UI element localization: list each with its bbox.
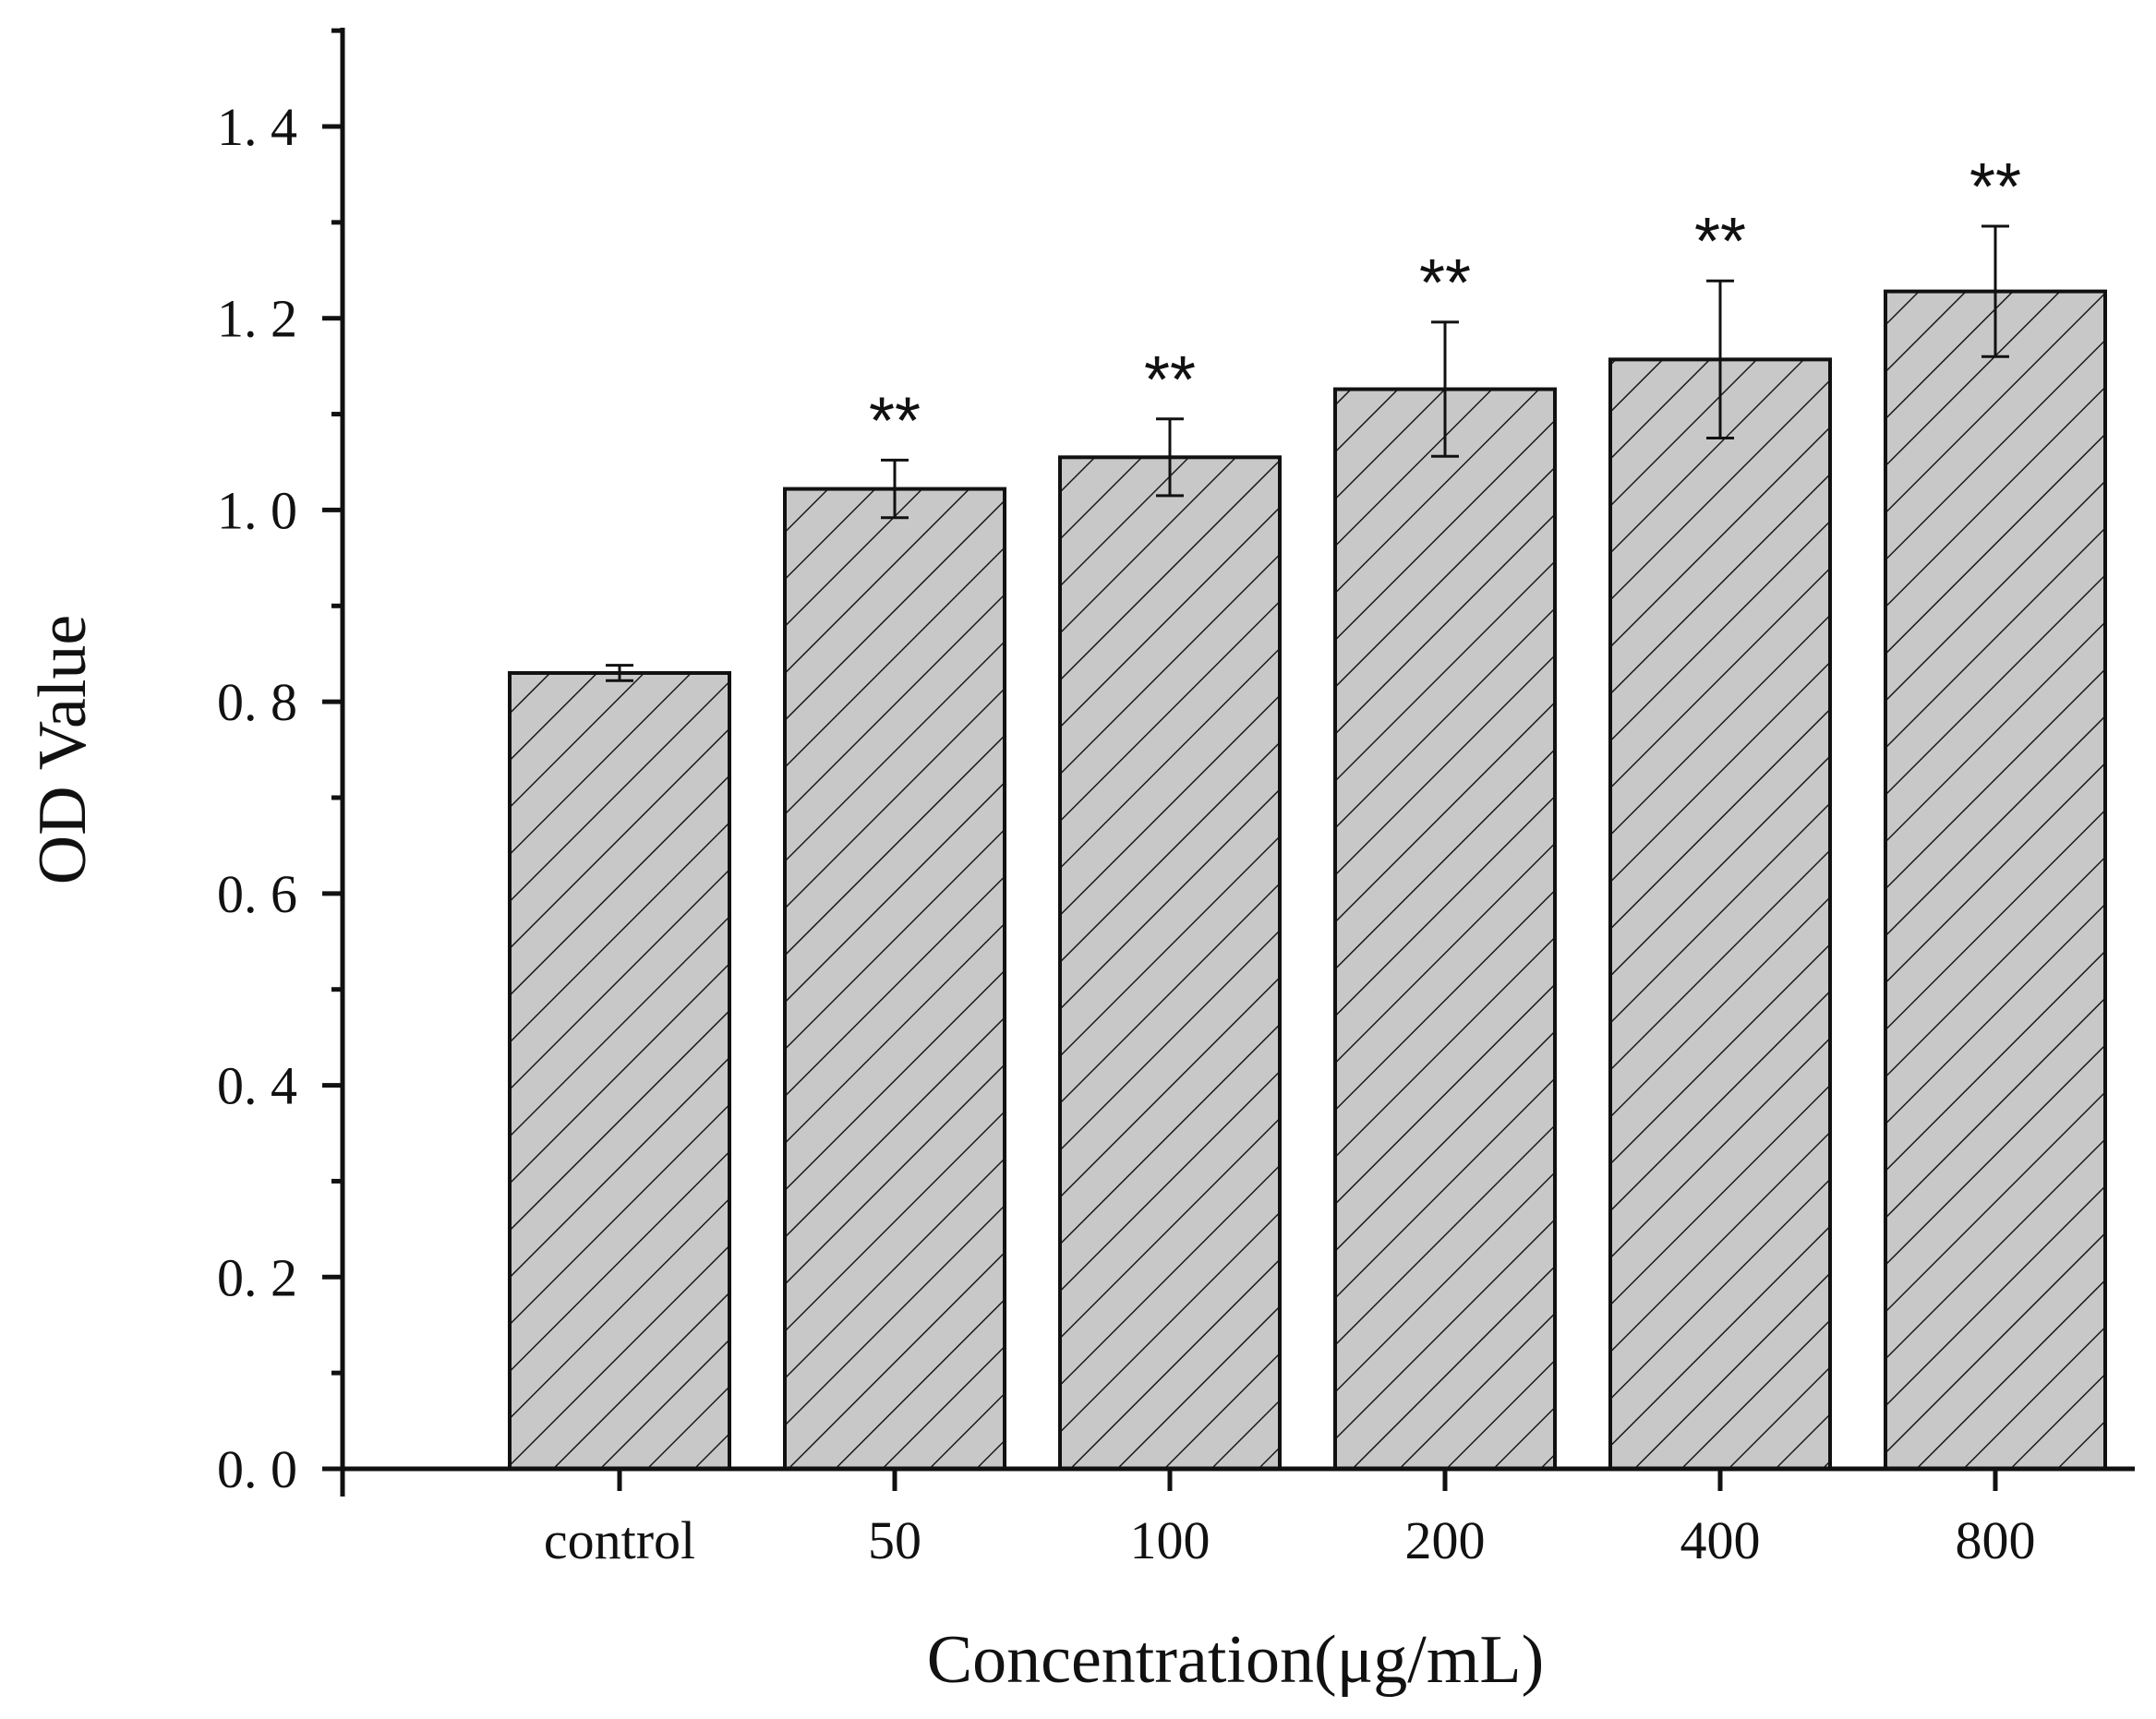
- error-bar-control: [606, 664, 633, 682]
- x-tick-label-400: 400: [1680, 1510, 1761, 1570]
- significance-group: ** ** ** ** **: [869, 150, 2021, 458]
- bar-control: [508, 670, 731, 1471]
- x-tick-label-800: 800: [1956, 1510, 2036, 1570]
- significance-mark-800: **: [1969, 150, 2021, 224]
- error-bar-400: [1706, 279, 1734, 440]
- y-axis-title: OD Value: [25, 615, 101, 885]
- y-tick-label: 1. 2: [217, 289, 297, 349]
- y-tick-label: 0. 4: [217, 1056, 297, 1116]
- x-tick-label-50: 50: [868, 1510, 921, 1570]
- x-tick-label-200: 200: [1405, 1510, 1486, 1570]
- bar-800: [1884, 289, 2107, 1471]
- bar-200: [1333, 387, 1557, 1471]
- significance-mark-400: **: [1694, 205, 1746, 279]
- bar-400: [1608, 357, 1832, 1472]
- y-tick-label: 0. 0: [217, 1439, 297, 1499]
- significance-mark-100: **: [1144, 343, 1196, 417]
- error-bar-800: [1981, 224, 2009, 358]
- bar-100: [1058, 455, 1282, 1471]
- significance-mark-50: **: [869, 384, 921, 458]
- bars-group: [508, 289, 2107, 1472]
- y-tick-label: 1. 0: [217, 480, 297, 540]
- x-ticks-group: control 50 100 200 400 800: [340, 1469, 2036, 1570]
- error-bar-50: [881, 458, 909, 520]
- x-tick-label-100: 100: [1130, 1510, 1210, 1570]
- y-tick-label: 0. 6: [217, 864, 297, 924]
- x-tick-label-control: control: [544, 1510, 695, 1570]
- y-tick-label: 0. 2: [217, 1247, 297, 1307]
- error-bar-200: [1431, 320, 1459, 458]
- significance-mark-200: **: [1419, 246, 1471, 320]
- bar-50: [783, 487, 1006, 1472]
- error-bars-group: [606, 224, 2009, 682]
- y-tick-label: 1. 4: [217, 97, 297, 157]
- y-tick-label: 0. 8: [217, 672, 297, 732]
- x-axis-title: Concentration(μg/mL): [927, 1622, 1545, 1698]
- y-ticks-group: 0. 0 0. 2 0. 4 0. 6 0. 8 1. 0 1. 2 1. 4: [217, 28, 343, 1499]
- error-bar-100: [1156, 417, 1184, 498]
